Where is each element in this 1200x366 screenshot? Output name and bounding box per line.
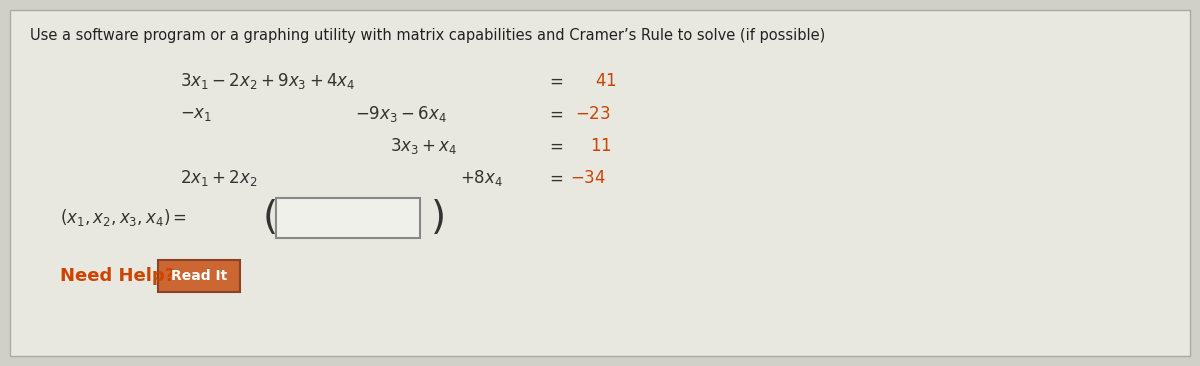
Text: $41$: $41$ bbox=[595, 72, 617, 90]
Text: $($: $($ bbox=[262, 198, 276, 238]
Text: Need Help?: Need Help? bbox=[60, 267, 175, 285]
Text: $=$: $=$ bbox=[546, 169, 564, 187]
FancyBboxPatch shape bbox=[276, 198, 420, 238]
Text: $-x_1$: $-x_1$ bbox=[180, 105, 212, 123]
Text: $3x_3 + x_4$: $3x_3 + x_4$ bbox=[390, 136, 457, 156]
Text: $3x_1 - 2x_2 + 9x_3 + 4x_4$: $3x_1 - 2x_2 + 9x_3 + 4x_4$ bbox=[180, 71, 355, 91]
Text: $(x_1, x_2, x_3, x_4) =$: $(x_1, x_2, x_3, x_4) =$ bbox=[60, 208, 187, 228]
Text: Use a software program or a graphing utility with matrix capabilities and Cramer: Use a software program or a graphing uti… bbox=[30, 28, 826, 43]
Text: $- 9x_3 - 6x_4$: $- 9x_3 - 6x_4$ bbox=[355, 104, 446, 124]
Text: $+ 8x_4$: $+ 8x_4$ bbox=[460, 168, 503, 188]
Text: $11$: $11$ bbox=[590, 137, 612, 155]
Text: $=$: $=$ bbox=[546, 105, 564, 123]
Text: $)$: $)$ bbox=[430, 198, 444, 238]
Text: Read It: Read It bbox=[170, 269, 227, 283]
Text: $=$: $=$ bbox=[546, 72, 564, 90]
Text: $-23$: $-23$ bbox=[575, 105, 611, 123]
FancyBboxPatch shape bbox=[158, 260, 240, 292]
Text: $-34$: $-34$ bbox=[570, 169, 606, 187]
Text: $2x_1 + 2x_2$: $2x_1 + 2x_2$ bbox=[180, 168, 257, 188]
Text: $=$: $=$ bbox=[546, 137, 564, 155]
FancyBboxPatch shape bbox=[10, 10, 1190, 356]
